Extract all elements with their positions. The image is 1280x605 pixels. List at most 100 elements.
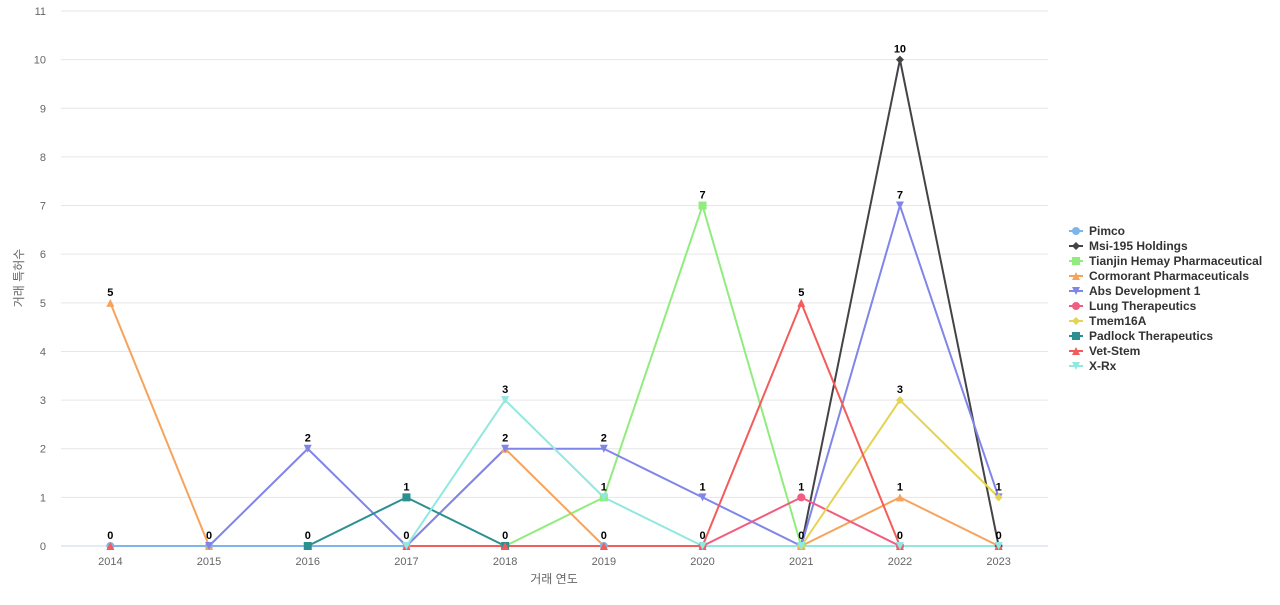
data-label: 2 <box>601 433 607 445</box>
data-label: 1 <box>798 481 804 493</box>
y-tick-label: 3 <box>40 395 46 407</box>
y-tick-label: 4 <box>40 346 46 358</box>
data-point-padlock-therapeutics <box>402 493 411 502</box>
data-label: 10 <box>894 44 906 56</box>
x-tick-label: 2016 <box>296 556 320 568</box>
series-line-tianjin-hemay-pharmaceutical <box>504 204 803 547</box>
legend-item-padlock-therapeutics: Padlock Therapeutics <box>1069 329 1213 343</box>
data-point-vet-stem <box>599 542 608 550</box>
x-tick-label: 2015 <box>197 556 221 568</box>
y-axis-title: 거래 특허수 <box>12 249 26 308</box>
grid-lines <box>61 10 1048 547</box>
data-label: 5 <box>798 287 804 299</box>
legend-item-lung-therapeutics: Lung Therapeutics <box>1069 299 1197 313</box>
y-tick-label: 0 <box>40 541 46 553</box>
y-tick-label: 8 <box>40 152 46 164</box>
x-tick-label: 2020 <box>690 556 714 568</box>
data-point-cormorant-pharmaceuticals <box>106 298 115 307</box>
data-point-x-rx <box>402 542 411 550</box>
x-tick-label: 2021 <box>789 556 813 568</box>
legend-marker-icon <box>1072 362 1080 370</box>
y-axis-ticks: 0 1 2 3 4 5 6 7 8 9 10 11 <box>34 6 46 553</box>
legend-marker-icon <box>1072 302 1080 310</box>
data-point-abs-development-1 <box>698 493 707 502</box>
legend-marker-icon <box>1072 242 1080 250</box>
data-point-msi-195-holdings <box>895 55 904 64</box>
x-tick-label: 2019 <box>592 556 616 568</box>
data-point-abs-development-1 <box>303 444 312 453</box>
y-tick-label: 7 <box>40 201 46 213</box>
legend-item-tianjin-hemay-pharmaceutical: Tianjin Hemay Pharmaceutical <box>1069 254 1262 268</box>
data-point-x-rx <box>797 542 806 550</box>
data-label: 7 <box>897 190 903 202</box>
x-tick-label: 2014 <box>98 556 122 568</box>
legend-marker-icon <box>1072 347 1080 355</box>
data-label: 5 <box>107 287 113 299</box>
data-label: 0 <box>403 530 409 542</box>
x-tick-label: 2017 <box>394 556 418 568</box>
data-label: 0 <box>699 530 705 542</box>
data-label: 3 <box>502 384 508 396</box>
data-point-tianjin-hemay-pharmaceutical <box>698 201 707 210</box>
y-tick-label: 10 <box>34 55 46 67</box>
data-label: 1 <box>699 481 705 493</box>
legend-label: Lung Therapeutics <box>1089 299 1197 313</box>
data-point-vet-stem <box>106 542 115 550</box>
series-line-tmem16a <box>800 399 1000 547</box>
data-point-abs-development-1 <box>599 444 608 453</box>
data-label: 0 <box>897 530 903 542</box>
data-point-lung-therapeutics <box>797 493 806 502</box>
data-point-x-rx <box>994 542 1003 550</box>
series-line-vet-stem <box>406 301 999 547</box>
legend-item-cormorant-pharmaceuticals: Cormorant Pharmaceuticals <box>1069 269 1249 283</box>
legend-label: Msi-195 Holdings <box>1089 239 1188 253</box>
legend-label: Padlock Therapeutics <box>1089 329 1213 343</box>
legend-label: Pimco <box>1089 224 1125 238</box>
data-label: 2 <box>305 433 311 445</box>
data-label: 1 <box>897 481 903 493</box>
legend-label: Vet-Stem <box>1089 344 1140 358</box>
legend-marker-icon <box>1072 257 1080 265</box>
data-point-x-rx <box>698 542 707 550</box>
data-point-abs-development-1 <box>205 542 214 550</box>
data-label: 0 <box>996 530 1002 542</box>
y-tick-label: 6 <box>40 249 46 261</box>
data-label: 1 <box>403 481 409 493</box>
series-line-x-rx <box>405 399 999 547</box>
x-axis-ticks: 2014 2015 2016 2017 2018 2019 2020 2021 2022 2023 <box>98 556 1011 568</box>
data-point-x-rx <box>895 542 904 550</box>
x-tick-label: 2018 <box>493 556 517 568</box>
data-point-vet-stem <box>501 542 510 550</box>
data-point-abs-development-1 <box>895 201 904 210</box>
y-tick-label: 5 <box>40 298 46 310</box>
data-point-padlock-therapeutics <box>303 542 312 550</box>
data-point-x-rx <box>599 493 608 502</box>
legend-label: Tmem16A <box>1089 314 1147 328</box>
y-tick-label: 9 <box>40 103 46 115</box>
data-label: 0 <box>107 530 113 542</box>
legend-item-tmem16a: Tmem16A <box>1069 314 1147 328</box>
data-label: 0 <box>206 530 212 542</box>
legend-item-vet-stem: Vet-Stem <box>1069 344 1140 358</box>
data-label: 0 <box>305 530 311 542</box>
legend-marker-icon <box>1072 332 1080 340</box>
legend-label: Abs Development 1 <box>1089 284 1201 298</box>
data-point-cormorant-pharmaceuticals <box>895 493 904 502</box>
legend-item-abs-development-1: Abs Development 1 <box>1069 284 1201 298</box>
data-point-tmem16a <box>895 396 904 405</box>
data-point-x-rx <box>501 396 510 405</box>
legend-marker-icon <box>1072 272 1080 280</box>
x-tick-label: 2023 <box>986 556 1010 568</box>
x-tick-label: 2022 <box>888 556 912 568</box>
legend-item-pimco: Pimco <box>1069 224 1125 238</box>
legend-item-msi-195-holdings: Msi-195 Holdings <box>1069 239 1188 253</box>
legend-label: Tianjin Hemay Pharmaceutical <box>1089 254 1262 268</box>
series-line-cormorant-pharmaceuticals <box>109 302 1000 547</box>
legend-marker-icon <box>1072 227 1080 235</box>
y-tick-label: 2 <box>40 444 46 456</box>
legend-label: Cormorant Pharmaceuticals <box>1089 269 1249 283</box>
